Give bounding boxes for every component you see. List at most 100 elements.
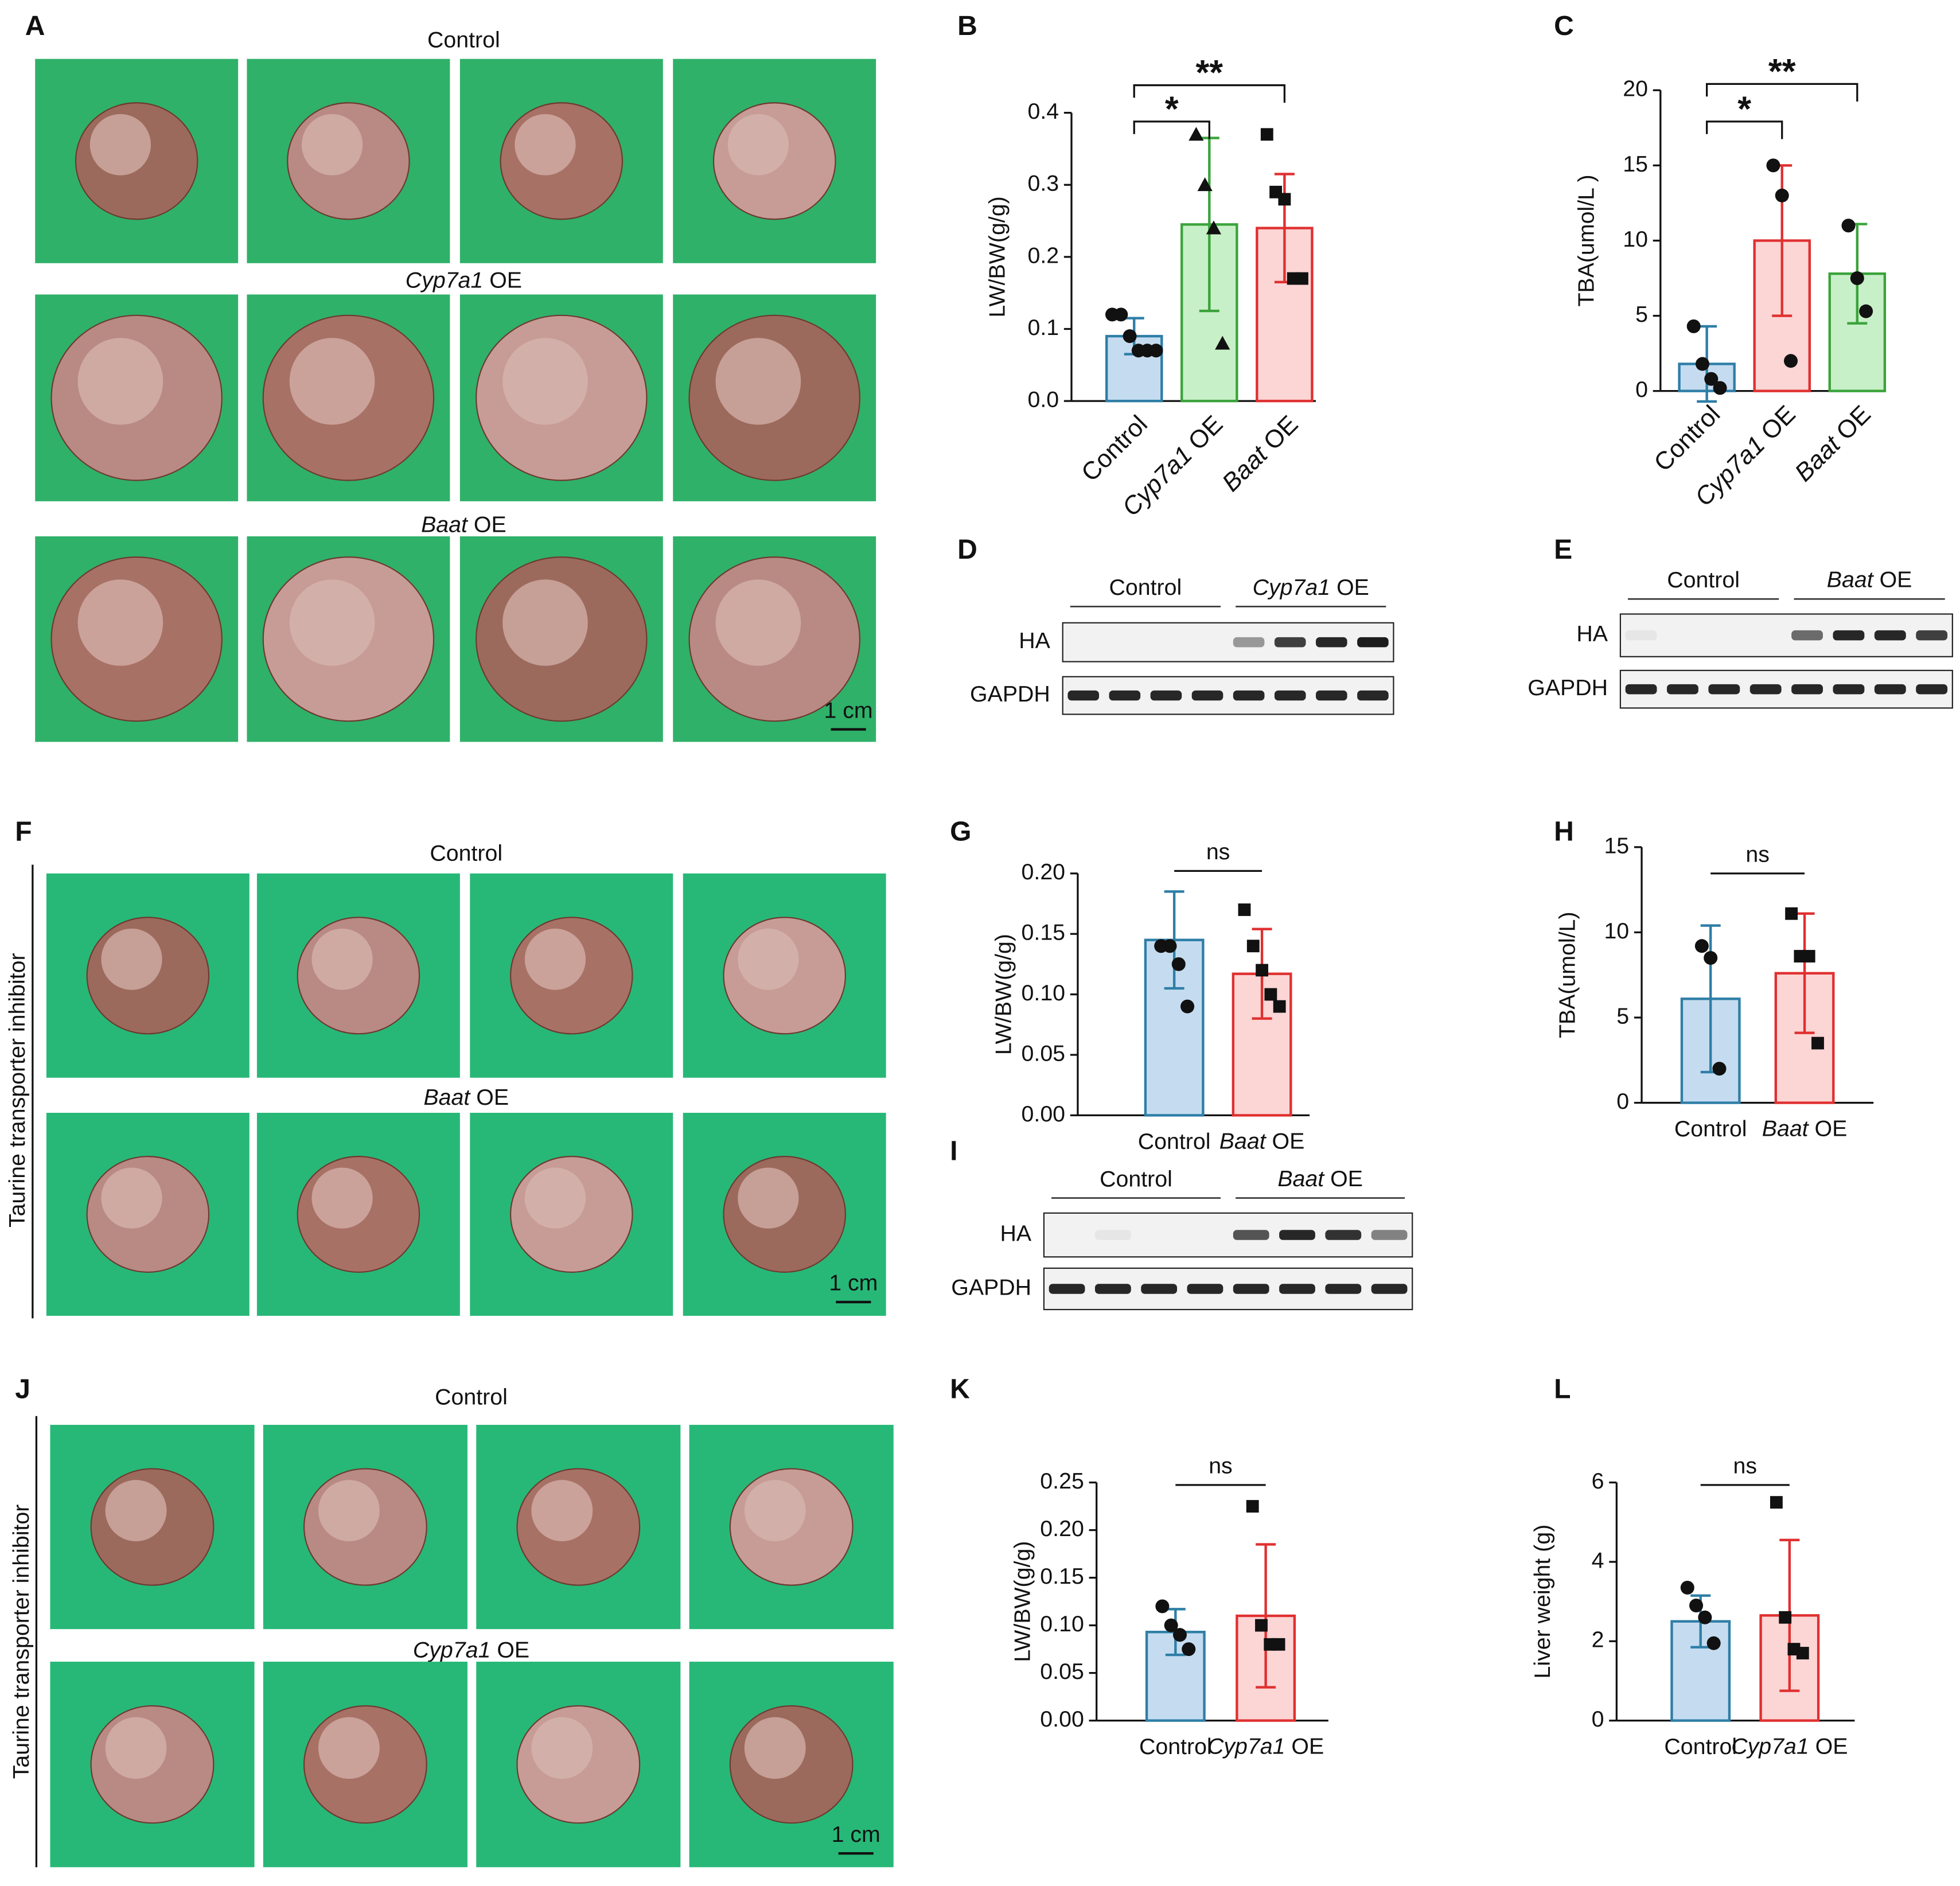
data-point — [1246, 1500, 1259, 1513]
x-tick-label: Cyp7a1 OE — [1731, 1734, 1848, 1759]
data-point — [1706, 1636, 1721, 1650]
data-point — [1171, 957, 1186, 971]
blot-band — [1371, 1230, 1408, 1240]
blot-row-label: GAPDH — [970, 681, 1050, 707]
blot-group-label: Control — [1109, 575, 1182, 600]
y-axis-label: Liver weight (g) — [1530, 1525, 1555, 1679]
data-point — [1155, 1599, 1170, 1614]
blot-band — [1279, 1284, 1315, 1294]
blot-row-label: HA — [1576, 621, 1608, 646]
data-point — [1766, 158, 1780, 173]
liver-lobe — [502, 338, 588, 425]
y-tick-label: 0 — [1635, 377, 1648, 402]
liver-lobe — [738, 928, 799, 990]
photo-group-label: Baat OE — [421, 512, 506, 537]
blot-band — [1187, 1284, 1223, 1294]
panel-label: D — [957, 534, 977, 565]
data-point — [1149, 344, 1163, 358]
y-tick-label: 0.20 — [1040, 1516, 1084, 1541]
liver-lobe — [318, 1717, 380, 1779]
data-point — [1689, 1598, 1704, 1613]
blot-band — [1233, 637, 1265, 648]
liver-lobe — [101, 1167, 162, 1229]
x-tick-label: Control — [1674, 1116, 1747, 1141]
significance-label: ns — [1206, 839, 1230, 864]
blot-band — [1233, 1230, 1269, 1240]
panel-label: L — [1554, 1374, 1571, 1405]
blot-band — [1233, 690, 1265, 701]
y-tick-label: 0.05 — [1040, 1659, 1084, 1684]
data-point — [1296, 272, 1308, 285]
significance-label: * — [1737, 89, 1751, 128]
data-point — [1238, 903, 1251, 916]
panel-label: J — [15, 1374, 30, 1405]
blot-band — [1274, 690, 1306, 701]
blot-band — [1749, 684, 1782, 695]
scale-bar-label: 1 cm — [829, 1271, 878, 1296]
bar — [1180, 223, 1238, 403]
y-tick-label: 6 — [1592, 1468, 1604, 1494]
panel-label: B — [957, 10, 977, 41]
liver-lobe — [531, 1480, 593, 1542]
significance-label: ** — [1195, 53, 1223, 92]
blot-band — [1916, 684, 1948, 695]
blot-band — [1708, 684, 1740, 695]
y-axis-label: LW/BW(g/g) — [1010, 1541, 1035, 1662]
liver-lobe — [715, 579, 801, 666]
data-point — [1164, 1618, 1178, 1632]
liver-lobe — [77, 579, 163, 666]
y-tick-label: 0.1 — [1027, 315, 1059, 340]
y-tick-label: 0 — [1616, 1089, 1629, 1114]
data-point — [1802, 950, 1815, 963]
liver-lobe — [318, 1480, 380, 1542]
liver-lobe — [715, 338, 801, 425]
data-point — [1713, 381, 1727, 395]
y-tick-label: 4 — [1592, 1548, 1604, 1573]
photo-group-label: Cyp7a1 OE — [406, 268, 522, 293]
y-axis-label: TBA(umol/L ) — [1573, 174, 1599, 306]
y-axis-label: LW/BW(g/g) — [991, 934, 1016, 1055]
blot-row-label: GAPDH — [951, 1275, 1031, 1300]
data-point — [1704, 950, 1718, 965]
significance-label: ** — [1768, 52, 1796, 91]
error-bar — [1794, 912, 1815, 1034]
significance-label: ns — [1745, 842, 1770, 867]
blot-group-label: Cyp7a1 OE — [1253, 575, 1369, 600]
data-point — [1694, 939, 1709, 953]
blot-band — [1141, 1284, 1178, 1294]
blot-band — [1833, 684, 1865, 695]
liver-lobe — [524, 1167, 586, 1229]
data-point — [1704, 372, 1719, 386]
data-point — [1859, 304, 1873, 318]
data-point — [1785, 907, 1798, 920]
y-tick-label: 5 — [1616, 1003, 1629, 1028]
liver-lobe — [311, 1167, 373, 1229]
blot-band — [1325, 1284, 1362, 1294]
significance-label: ns — [1733, 1454, 1758, 1479]
data-point — [1189, 127, 1204, 141]
blot-band — [1094, 1284, 1131, 1294]
y-tick-label: 0.2 — [1027, 243, 1059, 268]
blot-band — [1150, 690, 1182, 701]
significance-bracket — [1133, 84, 1286, 103]
y-tick-label: 0.15 — [1022, 920, 1066, 945]
data-point — [1172, 1628, 1187, 1642]
x-tick-label: Control — [1139, 1734, 1212, 1759]
blot-band — [1357, 637, 1389, 648]
y-tick-label: 10 — [1604, 918, 1629, 944]
panel-label: F — [15, 816, 32, 847]
blot-band — [1625, 630, 1657, 641]
panel-label: H — [1554, 816, 1574, 847]
blot-band — [1316, 637, 1347, 648]
y-tick-label: 0.10 — [1022, 980, 1066, 1006]
liver-lobe — [515, 114, 576, 176]
y-tick-label: 15 — [1623, 151, 1648, 177]
blot-group-label: Baat OE — [1827, 567, 1912, 593]
side-label: Taurine transporter inhibitor — [9, 1505, 34, 1779]
significance-label: * — [1165, 89, 1179, 128]
y-tick-label: 0.3 — [1027, 171, 1059, 196]
x-tick-label: Control — [1076, 410, 1153, 487]
y-tick-label: 0.4 — [1027, 99, 1059, 124]
y-tick-label: 0.05 — [1022, 1041, 1066, 1066]
